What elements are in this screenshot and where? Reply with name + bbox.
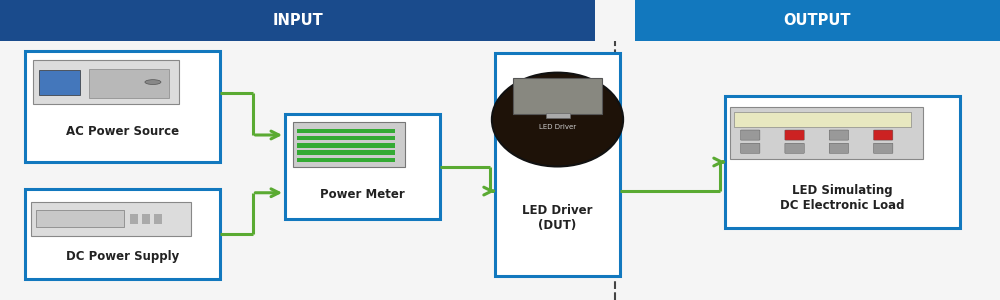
Text: LED Driver: LED Driver [539,124,576,130]
FancyBboxPatch shape [785,143,804,153]
Text: AC Power Source: AC Power Source [66,125,179,139]
FancyBboxPatch shape [725,96,960,228]
FancyBboxPatch shape [25,189,220,279]
FancyBboxPatch shape [154,214,162,224]
FancyBboxPatch shape [31,202,191,236]
FancyBboxPatch shape [741,130,760,140]
FancyBboxPatch shape [741,143,760,153]
Circle shape [145,80,161,85]
FancyBboxPatch shape [635,0,1000,40]
FancyBboxPatch shape [39,70,80,94]
FancyBboxPatch shape [293,122,405,166]
FancyBboxPatch shape [25,51,220,162]
Text: Power Meter: Power Meter [320,188,405,202]
FancyBboxPatch shape [874,130,893,140]
FancyBboxPatch shape [297,143,395,148]
FancyBboxPatch shape [297,129,395,133]
FancyBboxPatch shape [297,158,395,162]
FancyBboxPatch shape [33,60,179,104]
FancyBboxPatch shape [285,114,440,219]
FancyBboxPatch shape [142,214,150,224]
FancyBboxPatch shape [297,136,395,140]
FancyBboxPatch shape [829,143,849,153]
FancyBboxPatch shape [0,0,595,40]
Text: OUTPUT: OUTPUT [784,13,851,28]
FancyBboxPatch shape [734,112,911,127]
FancyBboxPatch shape [89,69,169,98]
FancyBboxPatch shape [495,52,620,276]
Text: LED Driver
(DUT): LED Driver (DUT) [522,204,593,232]
FancyBboxPatch shape [36,210,124,227]
FancyBboxPatch shape [829,130,849,140]
FancyBboxPatch shape [546,112,570,118]
FancyBboxPatch shape [512,77,602,113]
Text: DC Power Supply: DC Power Supply [66,250,179,263]
FancyBboxPatch shape [297,150,395,155]
FancyBboxPatch shape [785,130,804,140]
Ellipse shape [492,73,623,166]
FancyBboxPatch shape [730,106,923,159]
Text: LED Simulating
DC Electronic Load: LED Simulating DC Electronic Load [780,184,905,212]
FancyBboxPatch shape [874,143,893,153]
Text: INPUT: INPUT [272,13,323,28]
FancyBboxPatch shape [130,214,138,224]
